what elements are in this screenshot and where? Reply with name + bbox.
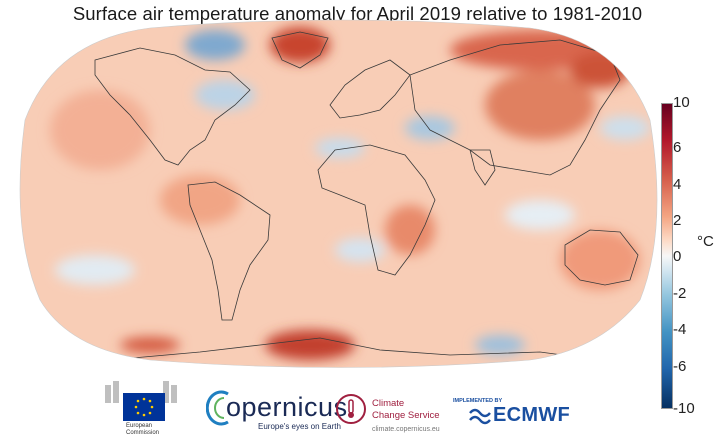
africa-coast xyxy=(317,144,436,276)
colorbar-tick: 0 xyxy=(673,248,682,265)
c3s-line2: Change Service xyxy=(372,410,440,421)
greenland-coast xyxy=(271,31,329,69)
ec-building-icon xyxy=(105,381,177,403)
coastlines xyxy=(94,31,639,361)
ecmwf-implemented-label: IMPLEMENTED BY xyxy=(453,398,503,404)
colorbar-tick: 2 xyxy=(673,212,682,229)
colorbar-unit: °C xyxy=(697,233,714,250)
colorbar xyxy=(661,103,673,409)
ecmwf-wave-icon xyxy=(469,408,491,425)
copernicus-logo-icon xyxy=(206,390,229,426)
colorbar-tick: -6 xyxy=(673,358,687,375)
ec-caption-line2: Commission xyxy=(126,430,160,436)
europe-coast xyxy=(329,59,411,119)
colorbar-tick: 4 xyxy=(673,176,682,193)
map-title: Surface air temperature anomaly for Apri… xyxy=(72,3,643,24)
india-coast xyxy=(469,149,496,186)
c3s-line1: Climate xyxy=(372,398,405,409)
c3s-url: climate.copernicus.eu xyxy=(372,426,440,433)
colorbar-tick: -4 xyxy=(673,321,687,338)
globe-outline xyxy=(19,19,658,368)
copernicus-tagline: Europe's eyes on Earth xyxy=(258,422,341,431)
ecmwf-wordmark: ECMWF xyxy=(493,404,571,426)
colorbar-tick: -2 xyxy=(673,285,687,302)
colorbar-tick: 10 xyxy=(673,94,690,111)
asia-coast xyxy=(409,39,621,176)
antarctica-coast xyxy=(109,337,601,361)
colorbar-tick: 6 xyxy=(673,139,682,156)
eu-flag-icon xyxy=(123,393,165,421)
copernicus-wordmark: opernicus xyxy=(226,392,348,422)
australia-coast xyxy=(564,229,639,286)
anomaly-field xyxy=(50,27,650,360)
south-america-coast xyxy=(187,181,271,321)
c3s-logo-icon xyxy=(336,394,366,424)
north-america-coast xyxy=(94,47,251,166)
ec-caption-line1: European xyxy=(126,423,153,429)
colorbar-tick: -10 xyxy=(673,400,695,417)
